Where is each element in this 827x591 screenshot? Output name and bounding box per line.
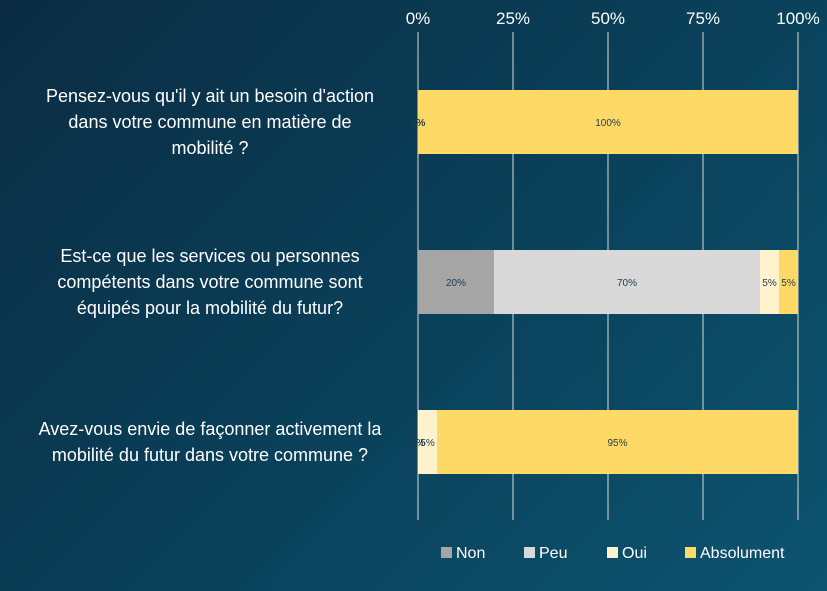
category-label: Est-ce que les services ou personnes comp…: [57, 246, 362, 318]
legend-swatch-peu: [524, 547, 535, 558]
category-label: Pensez-vous qu'il y ait un besoin d'acti…: [46, 86, 374, 158]
data-label: 0%: [411, 438, 426, 449]
legend-swatch-oui: [607, 547, 618, 558]
data-label: 95%: [607, 438, 627, 449]
bar-segment-non: [418, 250, 494, 314]
category-label-line: dans votre commune en matière de: [68, 112, 351, 132]
bar-segment-absolument: [418, 90, 798, 154]
data-label: 0%: [411, 118, 426, 129]
bar-segment-oui: [418, 410, 437, 474]
data-label: 5%: [781, 278, 796, 289]
x-axis-tick-labels: 0% 25% 50% 75% 100%: [406, 9, 820, 28]
data-label: 5%: [420, 438, 435, 449]
legend-swatch-non: [441, 547, 452, 558]
category-label-line: compétents dans votre commune sont: [57, 272, 362, 292]
category-label-line: mobilité ?: [171, 138, 248, 158]
bar-segment-absolument: [437, 410, 798, 474]
bar-segment-absolument: [779, 250, 798, 314]
bar-segments: [418, 90, 798, 474]
data-label: 20%: [446, 278, 466, 289]
legend-label-peu: Peu: [539, 545, 567, 562]
data-label: 0%: [411, 118, 426, 129]
data-label: 100%: [595, 118, 621, 129]
legend-swatch-absolument: [685, 547, 696, 558]
category-label-line: équipés pour la mobilité du futur?: [77, 298, 343, 318]
legend: Non Peu Oui Absolument: [441, 545, 785, 562]
bar-segment-oui: [760, 250, 779, 314]
legend-label-absolument: Absolument: [700, 545, 785, 562]
x-tick-label: 75%: [686, 9, 720, 28]
category-label: Avez-vous envie de façonner activement l…: [39, 419, 383, 465]
x-tick-label: 50%: [591, 9, 625, 28]
bar-segment-peu: [494, 250, 760, 314]
category-label-line: Est-ce que les services ou personnes: [60, 246, 359, 266]
data-label: 5%: [762, 278, 777, 289]
legend-label-non: Non: [456, 545, 485, 562]
category-label-line: mobilité du futur dans votre commune ?: [52, 445, 368, 465]
data-labels: 0%0%0% 100%20% 70% 5% 5%0%0%5% 95%: [411, 118, 796, 449]
category-label-line: Pensez-vous qu'il y ait un besoin d'acti…: [46, 86, 374, 106]
legend-label-oui: Oui: [622, 545, 647, 562]
x-tick-label: 25%: [496, 9, 530, 28]
data-label: 0%: [411, 438, 426, 449]
x-tick-label: 100%: [776, 9, 819, 28]
category-label-line: Avez-vous envie de façonner activement l…: [39, 419, 383, 439]
data-label: 70%: [617, 278, 637, 289]
x-tick-label: 0%: [406, 9, 431, 28]
data-label: 0%: [411, 118, 426, 129]
category-labels: Pensez-vous qu'il y ait un besoin d'acti…: [39, 86, 383, 465]
